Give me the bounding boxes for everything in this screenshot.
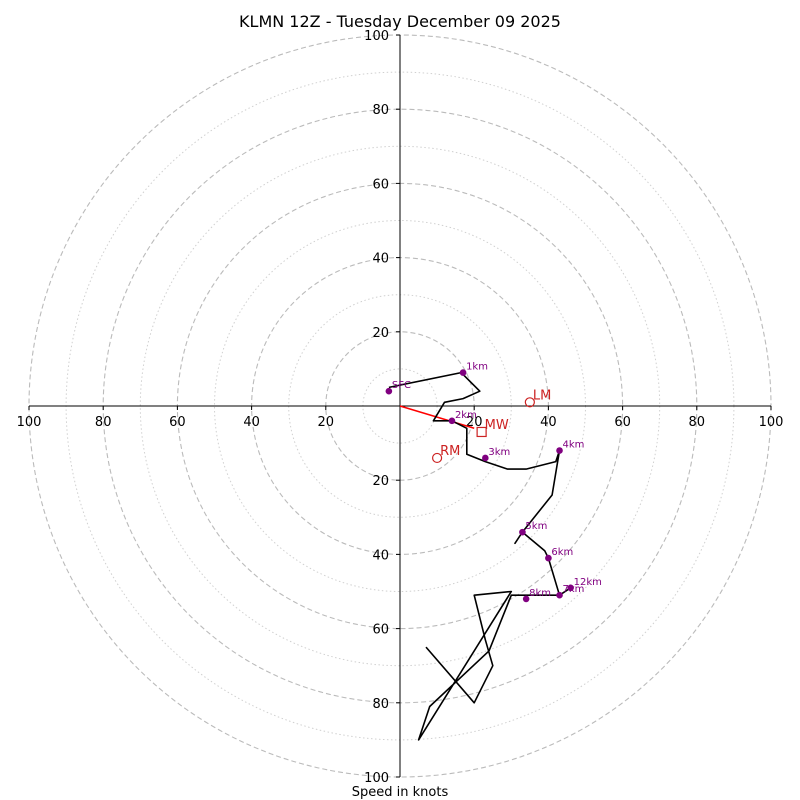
- height-label-2km: 2km: [455, 410, 477, 421]
- y-tick-label: 80: [372, 697, 389, 712]
- height-marker-5km: [519, 528, 526, 536]
- height-label-8km: 8km: [529, 588, 551, 599]
- x-tick-label: 40: [243, 415, 260, 430]
- mean-wind-vector: [399, 405, 475, 429]
- mean-wind-label: MW: [485, 418, 509, 433]
- mean-wind-marker: [476, 426, 487, 438]
- height-marker-sfc: [385, 387, 393, 395]
- height-marker-4km: [556, 447, 563, 454]
- height-markers: SFC 1km 2km 3km 4km 5km 6km 7km 8km 12km: [385, 362, 602, 603]
- storm-vector-line: [399, 405, 475, 429]
- x-tick-label: 60: [614, 415, 631, 430]
- x-tick-label: 100: [17, 415, 42, 430]
- left-mover-marker: [524, 397, 535, 408]
- height-marker-12km: [567, 584, 574, 592]
- x-tick-label: 60: [169, 415, 186, 430]
- height-label-12km: 12km: [574, 577, 602, 588]
- height-marker-6km: [545, 554, 552, 562]
- x-tick-label: 80: [95, 415, 112, 430]
- y-tick-label: 40: [372, 252, 389, 267]
- y-tick-label: 100: [364, 29, 389, 44]
- height-label-1km: 1km: [466, 362, 488, 373]
- height-marker-1km: [459, 369, 467, 376]
- height-label-4km: 4km: [563, 440, 585, 451]
- y-tick-label: 20: [372, 474, 389, 489]
- x-tick-label: 100: [759, 415, 784, 430]
- x-tick-label: 40: [540, 415, 557, 430]
- right-mover-label: RM: [440, 444, 460, 459]
- y-tick-label: 80: [372, 103, 389, 118]
- y-tick-label: 60: [372, 177, 389, 192]
- tick-labels: 100 80 60 40 20 20 40 60 80 100100806040202040608…: [17, 29, 784, 786]
- y-tick-label: 20: [372, 326, 389, 341]
- height-marker-2km: [448, 417, 456, 425]
- storm-motion-markers: RM LM MW: [432, 388, 551, 464]
- height-marker-8km: [522, 595, 530, 603]
- y-tick-label: 100: [364, 771, 389, 786]
- height-marker-7km: [556, 591, 563, 599]
- left-mover-label: LM: [533, 388, 551, 403]
- x-tick-label: 80: [689, 415, 706, 430]
- height-label-3km: 3km: [488, 447, 510, 458]
- y-tick-label: 40: [372, 548, 389, 563]
- height-label-6km: 6km: [551, 547, 573, 558]
- height-label-5km: 5km: [525, 521, 547, 532]
- chart-title: KLMN 12Z - Tuesday December 09 2025: [239, 12, 561, 31]
- hodograph-line: [388, 371, 572, 741]
- height-marker-3km: [482, 454, 489, 462]
- hodograph-trace: [388, 371, 572, 741]
- x-axis-label: Speed in knots: [352, 785, 449, 800]
- x-tick-label: 20: [318, 415, 335, 430]
- height-label-7km: 7km: [563, 584, 585, 595]
- right-mover-marker: [432, 452, 443, 464]
- y-tick-label: 60: [372, 623, 389, 638]
- height-label-sfc: SFC: [392, 380, 411, 391]
